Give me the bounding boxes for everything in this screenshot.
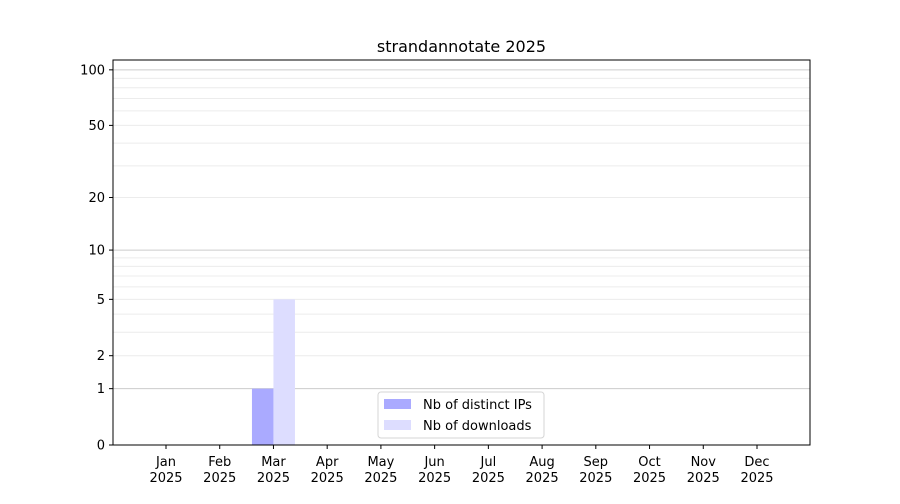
- bar-nb-of-distinct-ips: [251, 388, 274, 445]
- legend-label: Nb of distinct IPs: [423, 398, 532, 413]
- legend: Nb of distinct IPs Nb of downloads: [377, 391, 545, 439]
- x-tick-label: Aug 2025: [526, 455, 559, 486]
- x-tick-label: Feb 2025: [203, 455, 236, 486]
- x-tick-label: Mar 2025: [257, 455, 290, 486]
- plot-frame: [112, 59, 811, 446]
- y-tick-label: 10: [88, 244, 105, 259]
- x-tick-label: Oct 2025: [633, 455, 666, 486]
- legend-box: [377, 391, 545, 439]
- y-tick-label: 1: [97, 382, 105, 397]
- legend-swatch: [384, 420, 411, 430]
- x-tick-label: Jul 2025: [472, 455, 505, 486]
- x-tick-label: Sep 2025: [579, 455, 612, 486]
- x-tick-label: May 2025: [364, 455, 397, 486]
- x-tick-label: Apr 2025: [311, 455, 344, 486]
- y-tick-label: 2: [97, 349, 105, 364]
- x-tick-label: Nov 2025: [687, 455, 720, 486]
- y-tick-label: 50: [88, 119, 105, 134]
- x-tick-label: Jan 2025: [149, 455, 182, 486]
- y-tick-label: 0: [97, 439, 105, 454]
- legend-label: Nb of downloads: [423, 419, 532, 434]
- y-tick-label: 20: [88, 191, 105, 206]
- bar-nb-of-downloads: [273, 299, 295, 445]
- x-tick-label: Dec 2025: [740, 455, 773, 486]
- y-tick-label: 100: [80, 63, 105, 78]
- legend-swatch: [384, 399, 411, 409]
- x-tick-label: Jun 2025: [418, 455, 451, 486]
- y-tick-label: 5: [97, 293, 105, 308]
- chart-title: strandannotate 2025: [377, 37, 546, 56]
